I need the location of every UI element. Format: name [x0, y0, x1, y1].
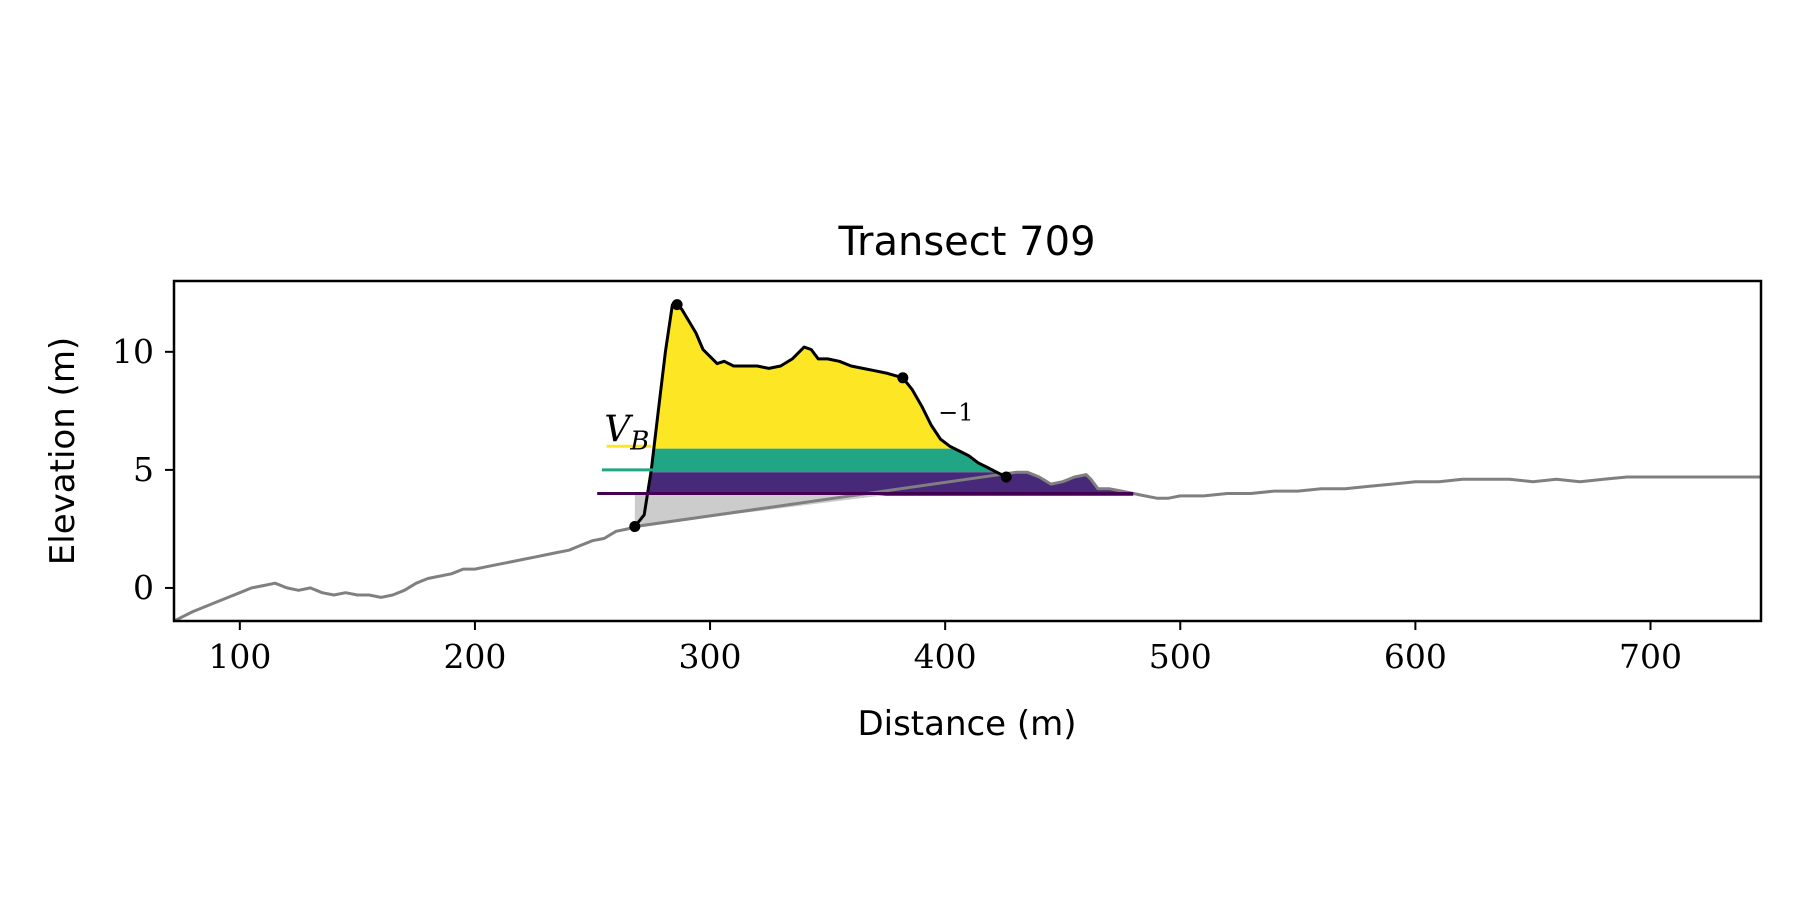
plot-frame — [172, 279, 1763, 623]
y-axis-label: Elevation (m) — [43, 337, 83, 565]
profile-marker-2 — [897, 372, 909, 384]
elevation-band-0 — [634, 304, 1134, 449]
x-tick-label: 300 — [679, 637, 742, 676]
water-level-lines — [597, 444, 1134, 495]
elevation-band-1 — [634, 448, 1134, 473]
chart-title: Transect 709 — [837, 219, 1095, 265]
y-tick-label: 5 — [133, 450, 154, 489]
annotation-minus-one: −1 — [938, 398, 973, 426]
profile-marker-3 — [1000, 471, 1012, 483]
x-tick-label: 500 — [1149, 637, 1212, 676]
y-tick-label: 0 — [133, 568, 154, 607]
x-tick-label: 200 — [443, 637, 506, 676]
profile-markers — [629, 299, 1012, 533]
profile-marker-1 — [671, 299, 683, 311]
x-tick-label: 700 — [1619, 637, 1682, 676]
background-profile-line — [174, 470, 1761, 621]
plot-area — [174, 299, 1761, 621]
y-axis-ticks: 0 5 10 — [112, 332, 174, 607]
y-tick-label: 10 — [112, 332, 154, 371]
x-axis-label: Distance (m) — [857, 704, 1076, 744]
annotation-vb-sub: B — [629, 427, 649, 457]
x-tick-label: 100 — [208, 637, 271, 676]
elevation-bands — [634, 304, 1134, 496]
x-tick-label: 600 — [1384, 637, 1447, 676]
annotation-vb: VB — [604, 410, 649, 457]
x-axis-ticks: 100 200 300 400 500 600 700 — [208, 621, 1682, 676]
profile-marker-0 — [629, 521, 641, 533]
x-tick-label: 400 — [914, 637, 977, 676]
